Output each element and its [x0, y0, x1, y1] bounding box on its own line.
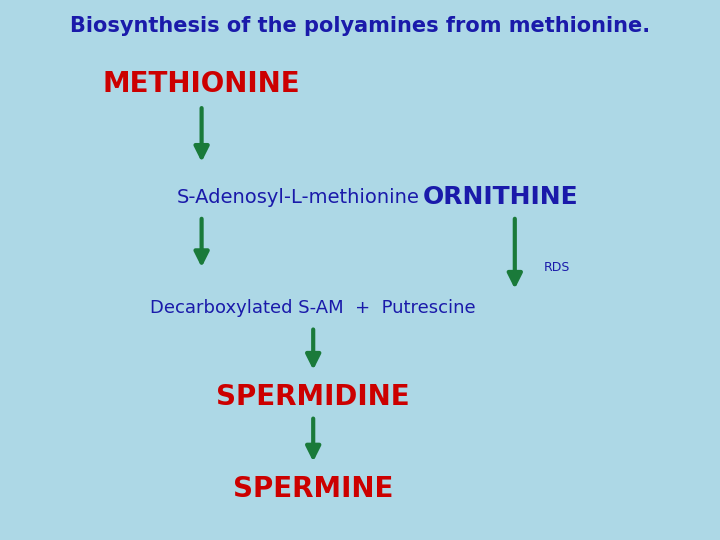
Text: SPERMINE: SPERMINE	[233, 475, 393, 503]
Text: S-Adenosyl-L-methionine: S-Adenosyl-L-methionine	[176, 187, 419, 207]
Text: ORNITHINE: ORNITHINE	[423, 185, 578, 209]
Text: Decarboxylated S-AM  +  Putrescine: Decarboxylated S-AM + Putrescine	[150, 299, 476, 317]
Text: Biosynthesis of the polyamines from methionine.: Biosynthesis of the polyamines from meth…	[70, 16, 650, 36]
Text: RDS: RDS	[544, 261, 570, 274]
Text: METHIONINE: METHIONINE	[103, 70, 300, 98]
Text: SPERMIDINE: SPERMIDINE	[217, 383, 410, 411]
